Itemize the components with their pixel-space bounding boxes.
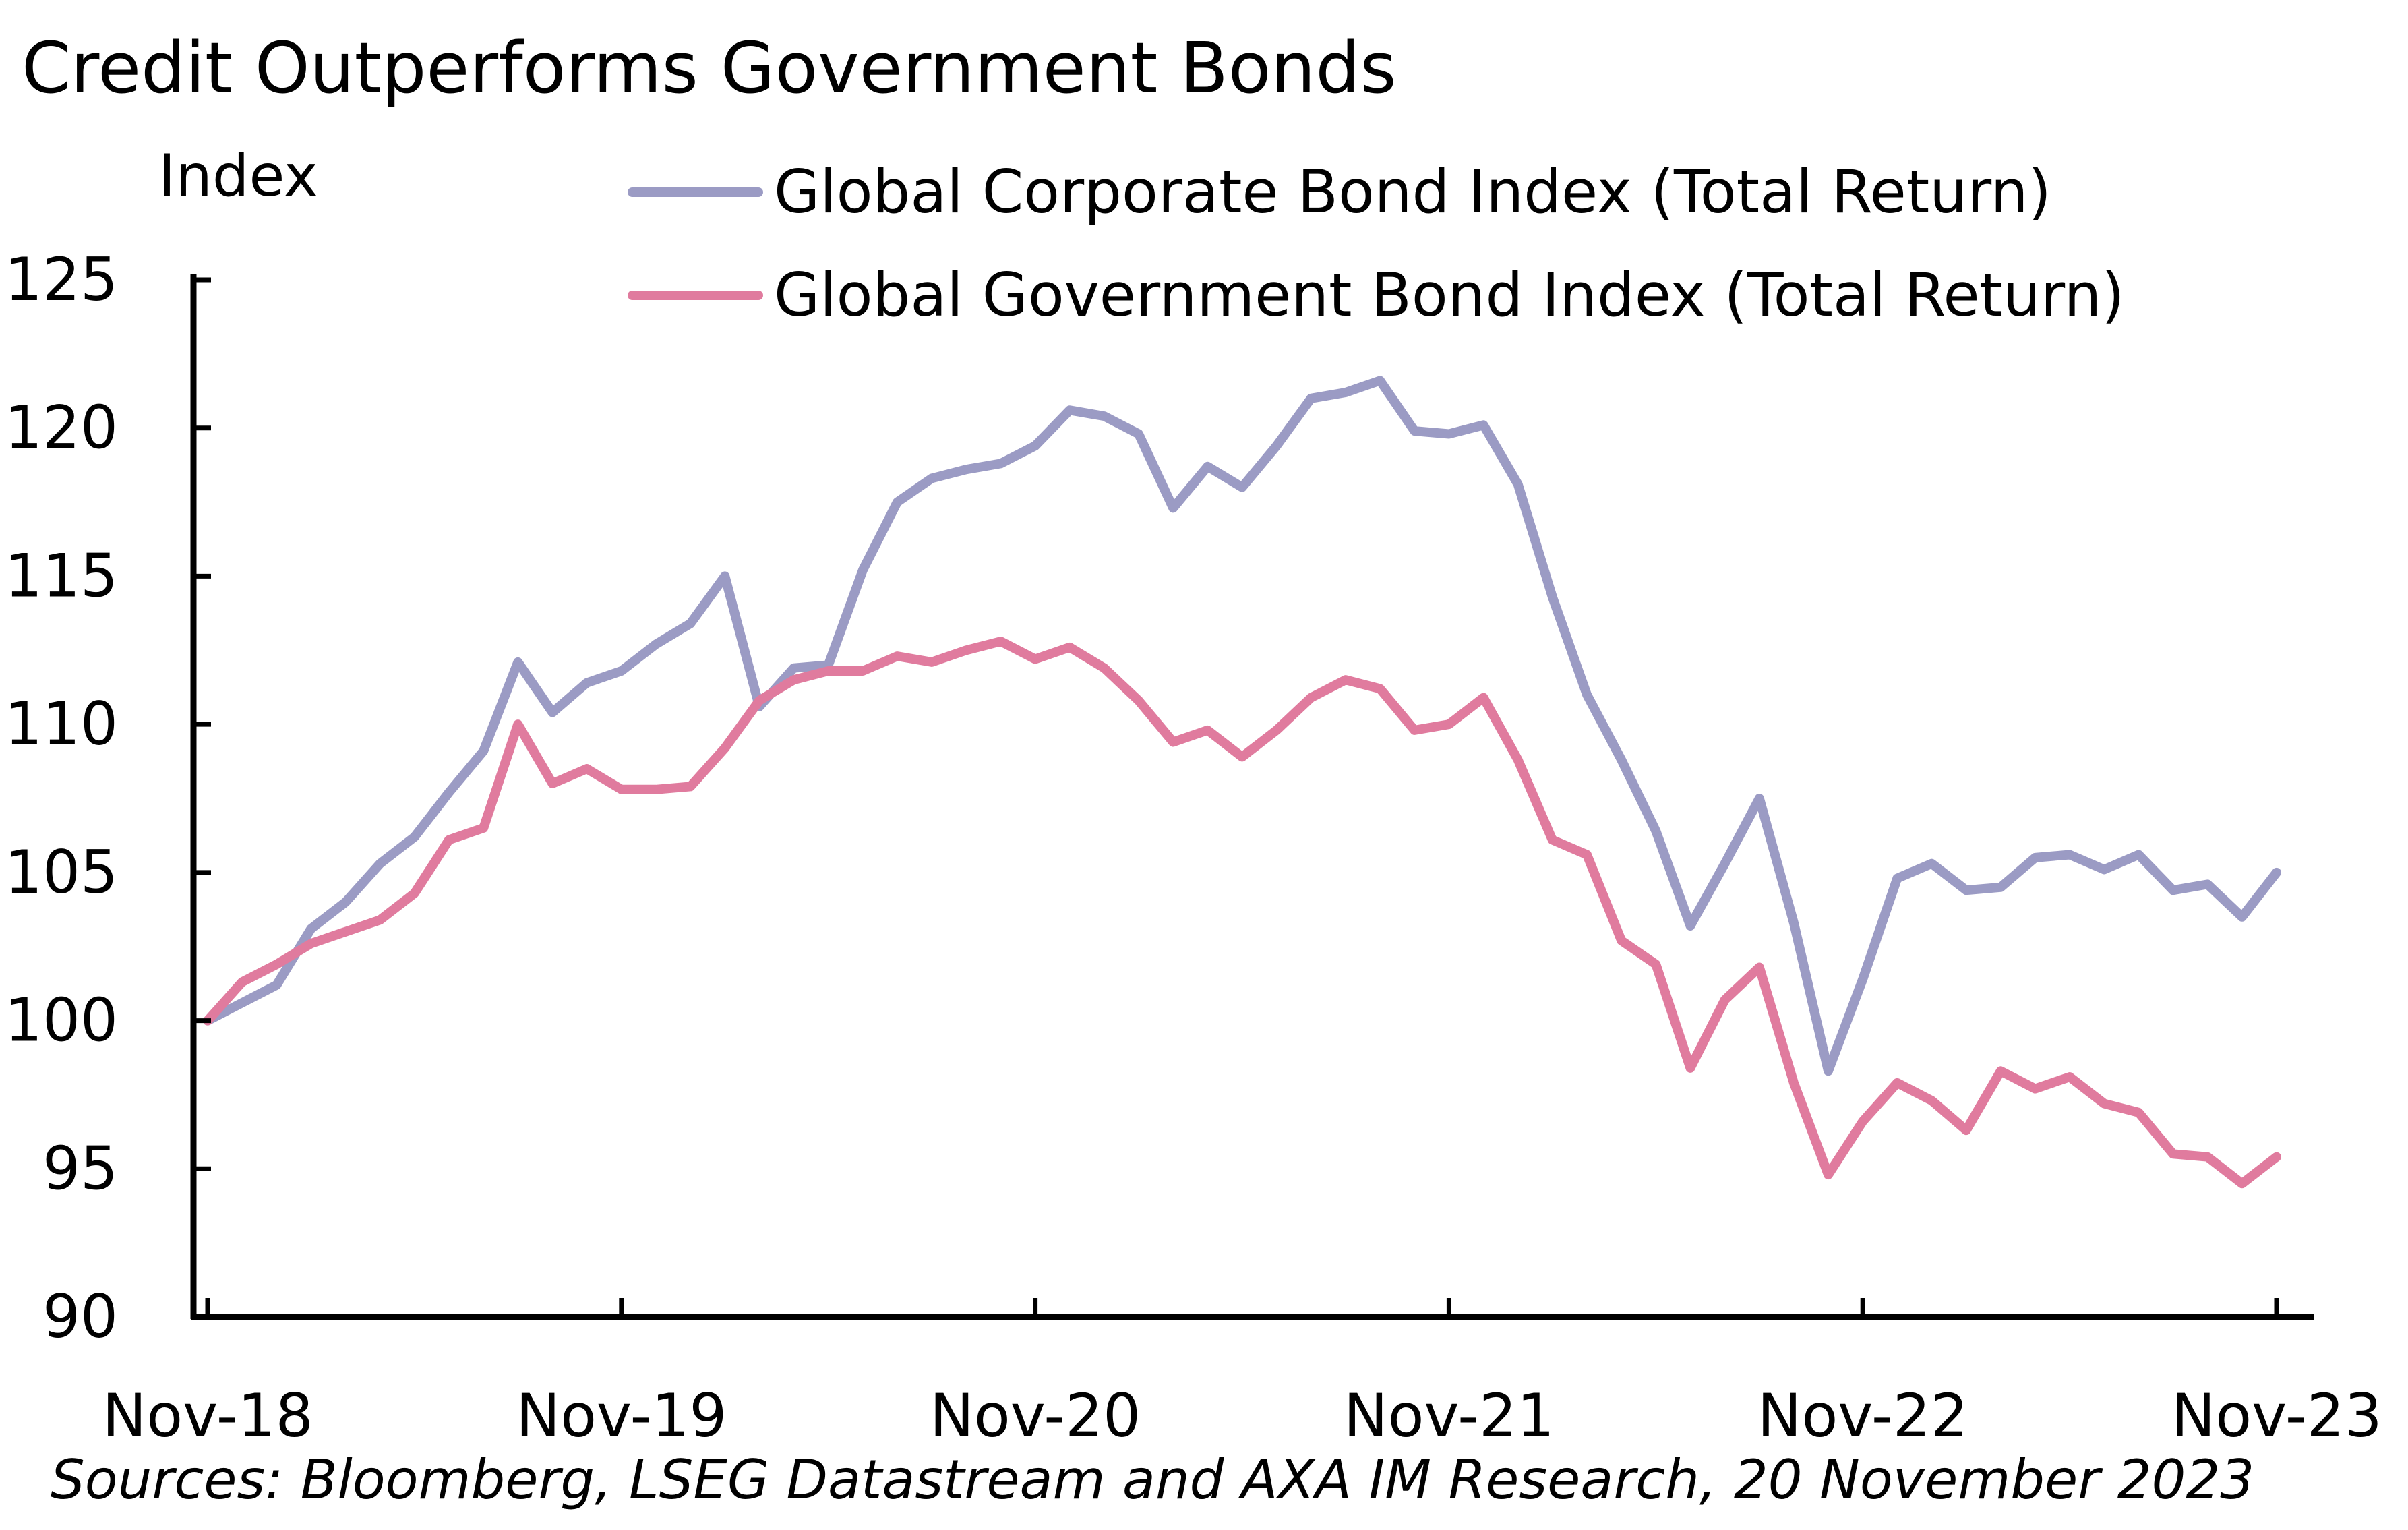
axes <box>190 274 2314 1320</box>
y-tick-label: 110 <box>5 689 118 759</box>
legend-label-1: Global Government Bond Index (Total Retu… <box>774 260 2125 330</box>
legend: Global Corporate Bond Index (Total Retur… <box>628 157 2125 330</box>
y-tick-label: 125 <box>5 245 118 314</box>
y-tick-label: 120 <box>5 393 118 463</box>
series-line-0 <box>203 376 2281 1076</box>
y-tick-label: 90 <box>42 1282 118 1351</box>
x-tick-label: Nov-18 <box>102 1381 313 1450</box>
x-axis-ticks: Nov-18 Nov-19 Nov-20 Nov-21 Nov-22 Nov-23 <box>102 1298 2382 1450</box>
y-tick-label: 105 <box>5 837 118 907</box>
x-tick-label: Nov-22 <box>1757 1381 1968 1450</box>
y-tick-label: 100 <box>5 986 118 1055</box>
series-line-1 <box>203 637 2281 1189</box>
x-tick-label: Nov-23 <box>2171 1381 2382 1450</box>
x-tick-label: Nov-20 <box>930 1381 1141 1450</box>
y-tick-label: 95 <box>42 1134 118 1203</box>
chart-title: Credit Outperforms Government Bonds <box>22 27 1397 109</box>
source-note: Sources: Bloomberg, LSEG Datastream and … <box>51 1448 2255 1511</box>
x-tick-label: Nov-21 <box>1344 1381 1555 1450</box>
series-lines <box>203 376 2281 1189</box>
x-tick-label: Nov-19 <box>516 1381 727 1450</box>
y-axis-ticks: 90 95 100 105 110 115 120 125 <box>5 245 211 1351</box>
legend-label-0: Global Corporate Bond Index (Total Retur… <box>774 157 2051 227</box>
y-axis-label: Index <box>158 142 318 210</box>
y-tick-label: 115 <box>5 541 118 610</box>
